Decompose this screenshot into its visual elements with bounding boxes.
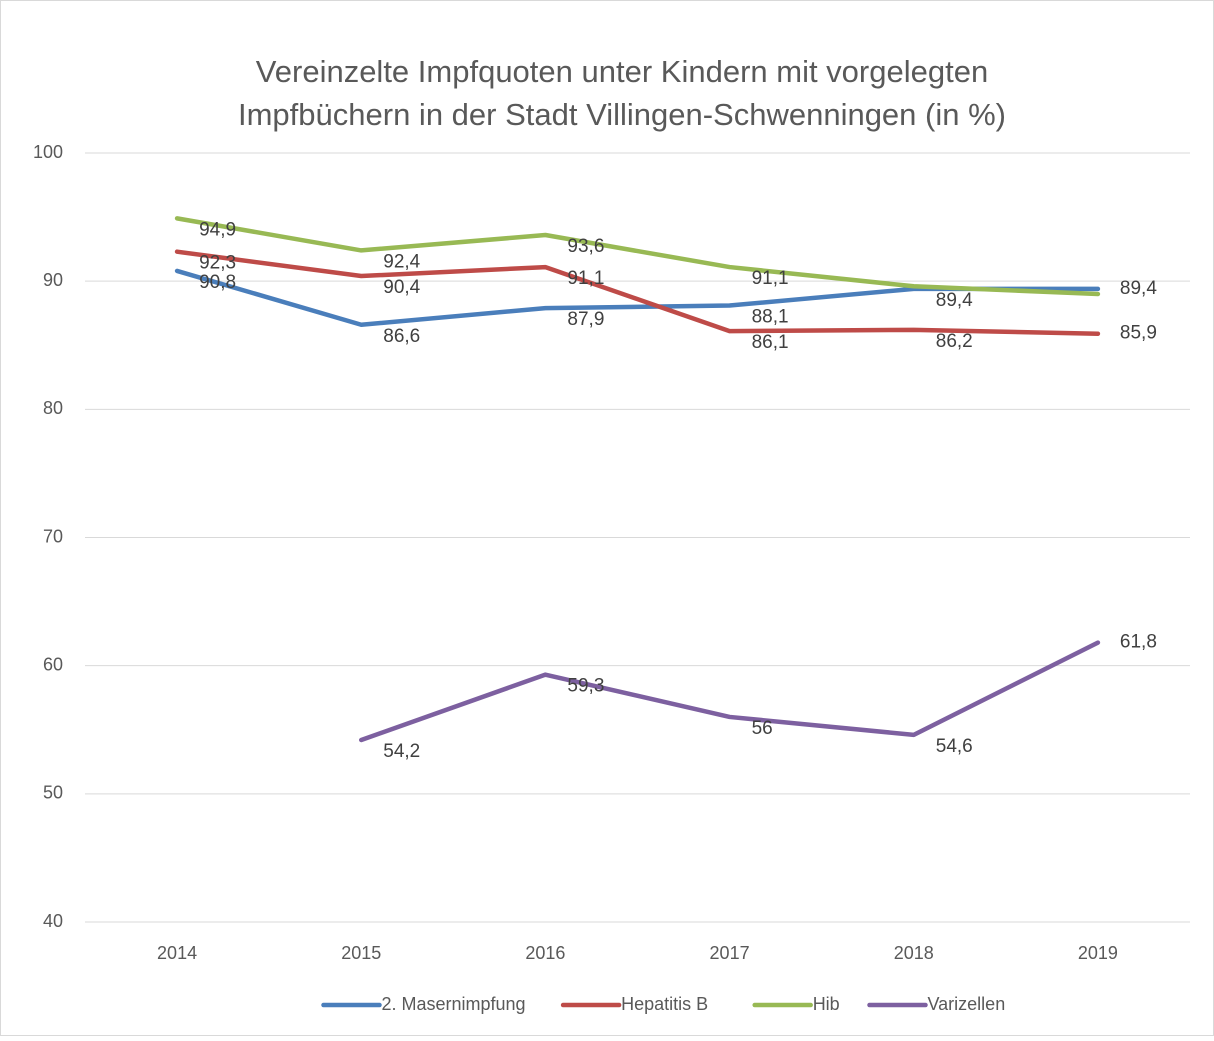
data-label: 94,9 [199,219,236,240]
series-line [359,640,1101,743]
data-label: 86,6 [383,326,420,347]
y-tick-label: 90 [43,270,63,290]
data-label: 88,1 [752,307,789,328]
series-line [174,249,1101,336]
legend-label: Varizellen [928,994,1006,1014]
x-tick-label: 2017 [710,943,750,963]
legend-label: 2. Masernimpfung [382,994,526,1014]
data-label: 85,9 [1120,323,1157,344]
data-label: 92,4 [383,251,420,272]
data-label: 87,9 [567,309,604,330]
x-tick-label: 2015 [341,943,381,963]
y-tick-label: 60 [43,654,63,674]
x-tick-label: 2018 [894,943,934,963]
y-tick-label: 80 [43,398,63,418]
y-tick-label: 100 [33,142,63,162]
data-label: 90,8 [199,272,236,293]
data-label: 86,2 [936,331,973,352]
data-label: 93,6 [567,236,604,257]
series-line [174,216,1101,297]
x-tick-label: 2014 [157,943,197,963]
y-tick-label: 40 [43,911,63,931]
data-label: 89,4 [936,290,973,311]
data-label: 90,4 [383,277,420,298]
data-label: 61,8 [1120,632,1157,653]
data-label: 91,1 [567,268,604,289]
data-label: 86,1 [752,332,789,353]
x-tick-label: 2019 [1078,943,1118,963]
data-label: 56 [752,718,773,739]
data-label: 54,6 [936,736,973,757]
data-label: 54,2 [383,741,420,762]
data-label: 59,3 [567,676,604,697]
legend-label: Hib [813,994,840,1014]
x-tick-label: 2016 [525,943,565,963]
y-tick-label: 70 [43,526,63,546]
legend-label: Hepatitis B [621,994,708,1014]
data-label: 91,1 [752,268,789,289]
y-tick-label: 50 [43,783,63,803]
data-label: 92,3 [199,253,236,274]
data-label: 89,4 [1120,278,1157,299]
chart-title: Impfbüchern in der Stadt Villingen-Schwe… [238,97,1006,132]
chart-title: Vereinzelte Impfquoten unter Kindern mit… [256,54,988,89]
